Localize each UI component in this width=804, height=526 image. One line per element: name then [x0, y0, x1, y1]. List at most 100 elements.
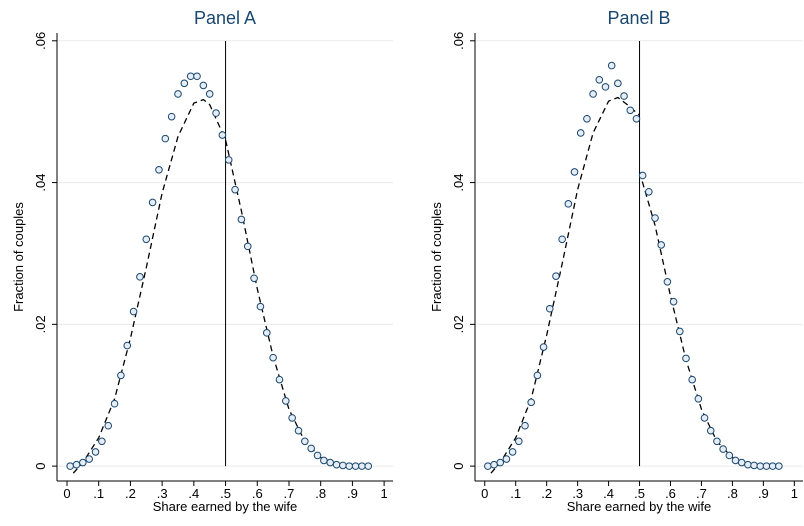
- data-point: [231, 185, 239, 194]
- data-point: [589, 90, 597, 98]
- data-point: [85, 455, 93, 463]
- y-tick-label: .02: [33, 315, 48, 333]
- y-axis-label: Fraction of couples: [11, 202, 26, 312]
- data-point: [167, 112, 176, 121]
- x-tick-label: .5: [220, 486, 231, 501]
- data-point: [688, 375, 696, 384]
- data-point: [301, 437, 309, 446]
- data-point: [502, 455, 511, 463]
- x-tick-label: .6: [252, 486, 263, 501]
- data-point: [731, 456, 740, 465]
- data-point: [496, 458, 505, 467]
- y-tick-label: .02: [451, 315, 466, 333]
- x-tick-label: .1: [93, 486, 104, 501]
- data-point: [570, 168, 579, 176]
- data-point: [515, 437, 523, 446]
- data-point: [110, 399, 119, 408]
- data-point: [545, 304, 554, 313]
- data-point: [744, 460, 752, 469]
- data-point: [180, 79, 189, 88]
- data-point: [737, 458, 746, 467]
- y-tick-label: .04: [33, 174, 48, 192]
- data-point: [700, 414, 709, 422]
- data-point: [713, 437, 721, 446]
- data-point: [533, 371, 542, 380]
- data-point: [657, 241, 666, 249]
- data-point: [275, 375, 284, 384]
- x-tick-label: 0: [63, 486, 70, 501]
- data-point: [256, 302, 265, 311]
- y-tick-label: .06: [451, 32, 466, 50]
- data-point: [645, 187, 653, 196]
- data-point: [490, 460, 498, 469]
- data-point: [313, 451, 322, 460]
- x-tick-label: .7: [284, 486, 295, 501]
- data-point: [72, 460, 81, 469]
- data-point: [719, 445, 727, 453]
- x-tick-label: .7: [696, 486, 707, 501]
- data-point: [484, 462, 492, 470]
- data-point: [332, 460, 341, 469]
- x-tick-label: .8: [315, 486, 326, 501]
- data-point: [269, 353, 277, 362]
- data-point: [161, 134, 170, 143]
- chart-title: Panel B: [607, 8, 670, 28]
- data-point: [663, 278, 672, 286]
- data-point: [638, 171, 647, 180]
- data-point: [576, 129, 585, 137]
- data-point: [682, 354, 690, 363]
- data-point: [224, 156, 233, 164]
- data-point: [262, 329, 271, 337]
- x-tick-label: 1: [791, 486, 798, 501]
- x-tick-label: .4: [603, 486, 614, 501]
- x-tick-label: 1: [381, 486, 388, 501]
- x-tick-label: .5: [634, 486, 645, 501]
- y-tick-label: .06: [33, 32, 48, 50]
- y-tick-label: .04: [451, 174, 466, 192]
- data-point: [675, 327, 684, 336]
- data-point: [364, 462, 373, 470]
- x-tick-label: .1: [510, 486, 521, 501]
- y-tick-label: 0: [451, 462, 466, 469]
- data-point: [199, 81, 208, 90]
- y-axis-label: Fraction of couples: [429, 202, 444, 312]
- data-point: [614, 79, 622, 88]
- data-point: [775, 462, 783, 470]
- x-tick-label: .8: [727, 486, 738, 501]
- data-point: [243, 242, 252, 251]
- data-point: [129, 307, 138, 316]
- x-tick-label: .2: [125, 486, 136, 501]
- data-point: [66, 462, 74, 470]
- data-point: [768, 462, 777, 470]
- data-point: [326, 458, 335, 467]
- x-tick-label: .9: [347, 486, 358, 501]
- data-point: [521, 421, 529, 430]
- x-axis-label: Share earned by the wife: [567, 499, 712, 514]
- x-tick-label: .3: [157, 486, 168, 501]
- data-point: [595, 75, 604, 84]
- data-point: [706, 426, 715, 435]
- data-point: [212, 109, 220, 117]
- data-point: [339, 461, 347, 470]
- data-point: [669, 297, 678, 306]
- data-point: [601, 83, 610, 91]
- data-point: [282, 397, 290, 405]
- fit-curve: [72, 98, 369, 474]
- data-point: [123, 341, 132, 350]
- data-point: [320, 456, 328, 465]
- data-point: [307, 444, 315, 453]
- data-point: [174, 90, 182, 98]
- data-point: [136, 273, 144, 281]
- data-point: [155, 166, 163, 174]
- data-point: [288, 414, 296, 422]
- data-point: [750, 461, 758, 470]
- x-tick-label: .2: [541, 486, 552, 501]
- x-axis-label: Share earned by the wife: [153, 499, 298, 514]
- data-point: [345, 462, 354, 470]
- data-point: [558, 235, 566, 244]
- data-point: [725, 451, 734, 460]
- data-point: [607, 61, 616, 70]
- data-point: [651, 214, 659, 222]
- data-point: [91, 448, 100, 456]
- data-point: [762, 462, 771, 470]
